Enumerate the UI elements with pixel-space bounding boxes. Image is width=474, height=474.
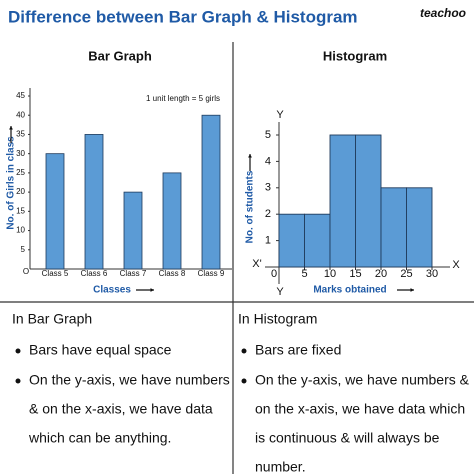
arrow-head xyxy=(410,288,414,292)
y-tick-label: 4 xyxy=(265,155,271,167)
x-tick-label: 20 xyxy=(375,268,387,280)
bar xyxy=(84,134,104,270)
y-tick-label: 2 xyxy=(265,208,271,220)
bar xyxy=(45,153,65,270)
y-tick-label: 3 xyxy=(265,182,271,194)
histogram-bar xyxy=(380,187,407,268)
x-tick-label: 25 xyxy=(400,268,412,280)
bullet-text: On the y-axis, we have numbers xyxy=(29,372,230,388)
bar xyxy=(201,114,221,270)
origin-label: O xyxy=(23,267,29,276)
x-tick-label: 15 xyxy=(349,268,361,280)
axis-end-label: X' xyxy=(252,258,261,270)
notes-heading: In Histogram xyxy=(238,311,317,327)
x-axis-label: Classes xyxy=(93,285,131,296)
y-tick-label: 5 xyxy=(265,129,271,141)
bullet-text: Bars have equal space xyxy=(29,342,172,358)
arrow-head xyxy=(248,154,252,158)
slide-title: Difference between Bar Graph & Histogram xyxy=(8,7,358,26)
bullet-text: number. xyxy=(255,459,306,474)
x-axis-label: Marks obtained xyxy=(313,285,386,296)
y-tick-label: 40 xyxy=(16,110,25,119)
x-tick-label: 5 xyxy=(301,268,307,280)
bar xyxy=(162,172,182,270)
bar xyxy=(123,191,143,270)
bullet xyxy=(241,348,247,354)
histogram-bar xyxy=(355,134,382,268)
histogram-bar xyxy=(329,134,356,268)
brand: teachoo xyxy=(420,6,466,20)
y-axis-label: No. of students xyxy=(245,170,256,243)
x-tick-label: Class 5 xyxy=(42,269,69,278)
notes-heading: In Bar Graph xyxy=(12,311,92,327)
arrow-head xyxy=(150,288,154,292)
x-tick-label: Class 8 xyxy=(159,269,186,278)
axis-end-label: Y xyxy=(276,109,284,121)
y-tick-label: 35 xyxy=(16,130,25,139)
y-tick-label: 10 xyxy=(16,226,25,235)
axis-end-label: Y xyxy=(276,286,284,298)
axis-end-label: X xyxy=(452,259,460,271)
bullet xyxy=(15,348,21,354)
x-tick-label: 30 xyxy=(426,268,438,280)
bullet xyxy=(241,378,247,384)
chart-title: Bar Graph xyxy=(88,48,152,63)
bullet-text: & on the x-axis, we have data xyxy=(29,401,213,417)
histogram-bar xyxy=(406,187,433,268)
x-tick-label: Class 7 xyxy=(120,269,147,278)
y-tick-label: 45 xyxy=(16,91,25,100)
y-axis-label: No. of Girls in class xyxy=(6,136,17,230)
y-tick-label: 1 xyxy=(265,235,271,247)
chart-title: Histogram xyxy=(323,48,387,63)
bullet-text: which can be anything. xyxy=(28,430,171,446)
bullet xyxy=(15,378,21,384)
y-tick-label: 15 xyxy=(16,206,25,215)
y-tick-label: 5 xyxy=(21,245,26,254)
arrow-head xyxy=(9,126,13,130)
bullet-text: Bars are fixed xyxy=(255,342,341,358)
bullet-text: on the x-axis, we have data which xyxy=(255,401,465,417)
bullet-text: On the y-axis, we have numbers & xyxy=(255,372,470,388)
histogram-bar xyxy=(278,213,305,268)
bullet-text: is continuous & will always be xyxy=(255,430,440,446)
x-tick-label: Class 9 xyxy=(198,269,225,278)
y-tick-label: 25 xyxy=(16,168,25,177)
annotation: 1 unit length = 5 girls xyxy=(146,94,220,103)
y-tick-label: 30 xyxy=(16,149,25,158)
y-tick-label: 20 xyxy=(16,187,25,196)
histogram-bar xyxy=(304,213,331,268)
x-tick-label: 10 xyxy=(324,268,336,280)
x-tick-label: Class 6 xyxy=(81,269,108,278)
x-tick-label: 0 xyxy=(271,268,277,280)
